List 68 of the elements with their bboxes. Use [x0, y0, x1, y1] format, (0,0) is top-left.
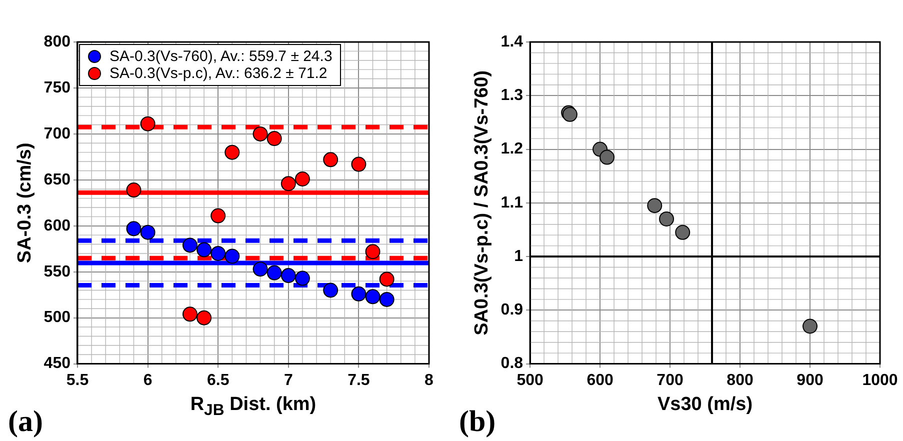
y-tick-label: 1.3: [500, 87, 524, 104]
y-tick-label: 0.8: [500, 355, 524, 372]
y-tick-label: 550: [44, 263, 71, 280]
point: [365, 289, 380, 304]
x-tick-label: 5.5: [66, 372, 89, 389]
y-axis-title: SA0.3(Vs-p.c) / SA0.3(Vs-760): [472, 70, 493, 336]
y-tick-label: 0.9: [500, 302, 524, 319]
point: [126, 221, 142, 236]
x-axis-title: R$_{JB}$ Dist. (km): [190, 394, 316, 420]
point: [266, 265, 282, 280]
point: [196, 310, 212, 326]
y-tick-label: 1: [514, 248, 524, 265]
x-tick-label: 8: [424, 372, 434, 389]
point: [351, 156, 366, 172]
point: [647, 198, 662, 214]
point: [280, 268, 296, 284]
y-tick-label: 700: [44, 125, 71, 142]
point: [252, 262, 268, 277]
y-tick-label: 1.4: [500, 33, 524, 50]
x-tick-label: 700: [656, 372, 684, 389]
point: [126, 182, 142, 198]
x-tick-label: 7: [284, 372, 293, 389]
x-tick-label: 7.5: [348, 372, 370, 389]
x-tick-label: 6: [143, 372, 152, 389]
point: [224, 144, 240, 160]
point: [379, 292, 394, 307]
x-axis-title: Vs30 (m/s): [657, 394, 753, 416]
y-tick-label: 1.2: [500, 140, 524, 158]
point: [351, 286, 366, 302]
point: [266, 131, 282, 146]
y-tick-label: 800: [44, 33, 71, 50]
x-tick-label: 500: [516, 372, 544, 389]
point: [600, 150, 615, 165]
x-tick-label: 600: [586, 372, 614, 389]
y-tick-label: 1.1: [500, 194, 524, 212]
point: [210, 208, 226, 224]
point: [224, 248, 240, 264]
point: [379, 272, 394, 287]
text: (b): [459, 405, 496, 439]
point: [294, 270, 310, 286]
y-axis-title: SA-0.3 (cm/s): [14, 142, 36, 264]
point: [294, 171, 310, 186]
x-tick-label: 1000: [862, 372, 898, 389]
point: [182, 238, 198, 253]
point: [659, 211, 674, 226]
y-tick-label: 750: [44, 79, 71, 96]
y-tick-label: 500: [44, 309, 71, 326]
point: [675, 224, 690, 240]
point: [323, 152, 338, 168]
y-tick-label: 600: [44, 217, 71, 234]
point: [252, 126, 268, 142]
y-tick-label: 450: [44, 355, 71, 372]
x-tick-label: 6.5: [206, 372, 230, 389]
point: [140, 224, 156, 240]
point: [140, 116, 156, 132]
x-tick-label: 900: [796, 372, 824, 389]
x-tick-label: 800: [726, 372, 754, 389]
point: [182, 306, 198, 322]
y-tick-label: 650: [44, 171, 71, 188]
point: [802, 318, 818, 334]
point: [196, 242, 212, 258]
point: [280, 176, 296, 192]
legend-label: SA-0.3(Vs-760), Av.: 559.7 ± 24.3: [109, 48, 332, 65]
point: [365, 244, 380, 260]
point: [323, 282, 338, 298]
point: [210, 246, 226, 261]
legend-label: SA-0.3(Vs-p.c), Av.: 636.2 ± 71.2: [109, 65, 328, 82]
text: (a): [8, 405, 43, 439]
